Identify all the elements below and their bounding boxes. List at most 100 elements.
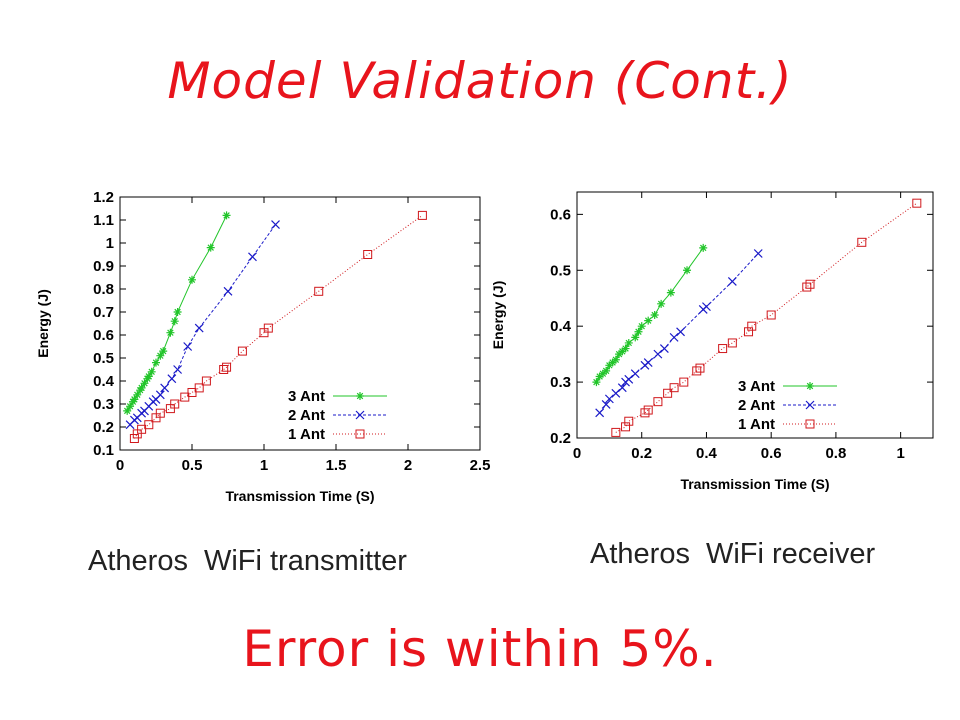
data-point (695, 363, 705, 373)
data-point (744, 327, 754, 337)
data-point (624, 338, 633, 347)
y-axis-label: Energy (J) (35, 289, 51, 357)
legend-label: 3 Ant (738, 378, 775, 395)
data-point (683, 266, 692, 275)
data-point (611, 388, 621, 398)
data-point (206, 243, 215, 252)
data-point (143, 374, 152, 383)
data-point (363, 250, 373, 259)
data-point (669, 383, 679, 393)
legend-marker (355, 410, 365, 420)
data-point (669, 332, 679, 342)
legend-marker (355, 429, 365, 439)
data-point (617, 383, 627, 393)
data-point (314, 286, 324, 296)
data-point (605, 361, 614, 370)
legend-marker (805, 419, 815, 429)
data-point (727, 338, 737, 348)
x-tick-label: 0 (116, 457, 124, 474)
y-tick-label: 0.4 (550, 318, 572, 335)
data-point (201, 376, 211, 386)
data-point (137, 383, 146, 392)
data-point (624, 416, 634, 426)
chart-transmitter: 0.1 0.2 0.3 0.4 0.5 0.6 0.7 0.8 0.9 1 1.1 1.2 0 0.5 1 1… (35, 189, 490, 504)
x-tick-label: 1 (260, 457, 268, 474)
data-point (631, 333, 640, 342)
data-point (857, 237, 867, 247)
data-point (183, 342, 193, 351)
data-point (144, 372, 153, 381)
data-point (152, 358, 160, 367)
data-point (604, 394, 614, 404)
data-point (188, 275, 196, 284)
data-point (912, 198, 922, 208)
y-tick-label: 0.5 (93, 350, 114, 367)
data-point (657, 299, 666, 308)
data-point (663, 388, 673, 398)
data-point (155, 408, 165, 418)
x-axis-label: Transmission Time (S) (680, 476, 829, 492)
data-point (222, 362, 232, 372)
y-tick-label: 0.2 (550, 430, 571, 447)
series-2-ant (125, 220, 280, 430)
error-note: Error is within 5%. (242, 620, 718, 678)
data-point (621, 422, 631, 432)
data-point (676, 327, 685, 337)
chart-receiver: 0.20.30.40.50.60 0.2 0.4 0.6 0.8 1Transmissio… (490, 191, 934, 492)
data-point (144, 420, 154, 430)
y-tick-label: 1.2 (93, 189, 114, 206)
series-2-ant (595, 249, 763, 418)
series-1-ant (611, 198, 922, 437)
series-1-ant (129, 210, 427, 443)
y-tick-label: 0.2 (93, 419, 114, 436)
data-point (147, 367, 156, 376)
data-point (653, 397, 663, 407)
data-point (615, 350, 624, 359)
legend-label: 1 Ant (288, 426, 325, 443)
data-point (650, 311, 659, 319)
data-point (611, 427, 621, 437)
caption-transmitter-vendor: Atheros (88, 545, 188, 577)
legend-marker (356, 392, 364, 400)
data-point (222, 211, 231, 220)
x-tick-label: 0.8 (825, 445, 846, 462)
data-point (173, 308, 182, 316)
y-tick-label: 0.4 (93, 373, 115, 390)
series-line (615, 202, 918, 433)
data-point (129, 434, 139, 443)
data-point (692, 366, 702, 376)
data-point (766, 310, 776, 320)
data-point (123, 406, 132, 415)
slide-title: Model Validation (Cont.) (167, 52, 793, 110)
y-axis-label: Energy (J) (490, 281, 506, 349)
data-point (640, 408, 650, 418)
data-point (621, 344, 630, 353)
data-point (805, 279, 815, 289)
data-point (248, 252, 257, 262)
data-point (160, 383, 170, 393)
caption-receiver-vendor: Atheros (590, 538, 690, 570)
data-point (156, 351, 165, 360)
data-point (167, 374, 177, 384)
data-point (618, 347, 627, 356)
data-point (170, 399, 180, 409)
series-3-ant (592, 243, 708, 387)
data-point (624, 374, 634, 384)
data-point (637, 322, 646, 331)
x-tick-label: 0.6 (761, 445, 782, 462)
data-point (653, 349, 663, 359)
x-tick-label: 0.4 (696, 445, 718, 462)
y-tick-label: 0.3 (550, 374, 571, 391)
data-point (237, 346, 247, 356)
data-point (643, 405, 653, 415)
data-point (271, 220, 280, 230)
data-point (417, 210, 427, 220)
data-point (187, 388, 197, 397)
data-point (659, 344, 669, 353)
data-point (140, 379, 149, 388)
data-point (180, 392, 190, 402)
data-point (173, 365, 183, 374)
legend-label: 3 Ant (288, 388, 325, 405)
data-point (263, 323, 273, 333)
data-point (137, 424, 147, 434)
